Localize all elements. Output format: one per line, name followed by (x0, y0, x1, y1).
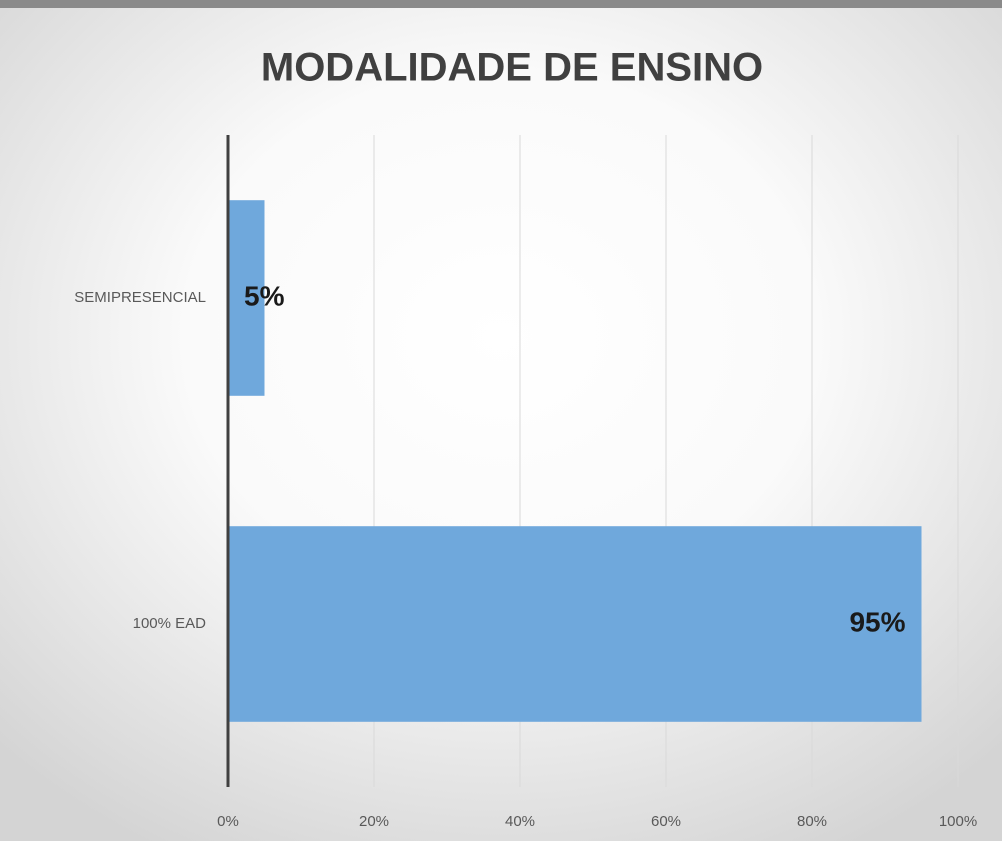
chart-title: MODALIDADE DE ENSINO (261, 46, 763, 90)
bar (228, 200, 265, 396)
y-tick-label: 100% EAD (133, 615, 207, 632)
data-label: 95% (849, 606, 905, 637)
x-tick-label: 20% (359, 813, 389, 830)
x-tick-label: 60% (651, 813, 681, 830)
top-strip (0, 0, 1002, 8)
x-tick-label: 0% (217, 813, 239, 830)
bar (228, 526, 922, 722)
x-tick-label: 100% (939, 813, 977, 830)
x-tick-label: 80% (797, 813, 827, 830)
x-tick-label: 40% (505, 813, 535, 830)
data-label: 5% (244, 280, 285, 311)
y-tick-label: SEMIPRESENCIAL (74, 289, 206, 306)
